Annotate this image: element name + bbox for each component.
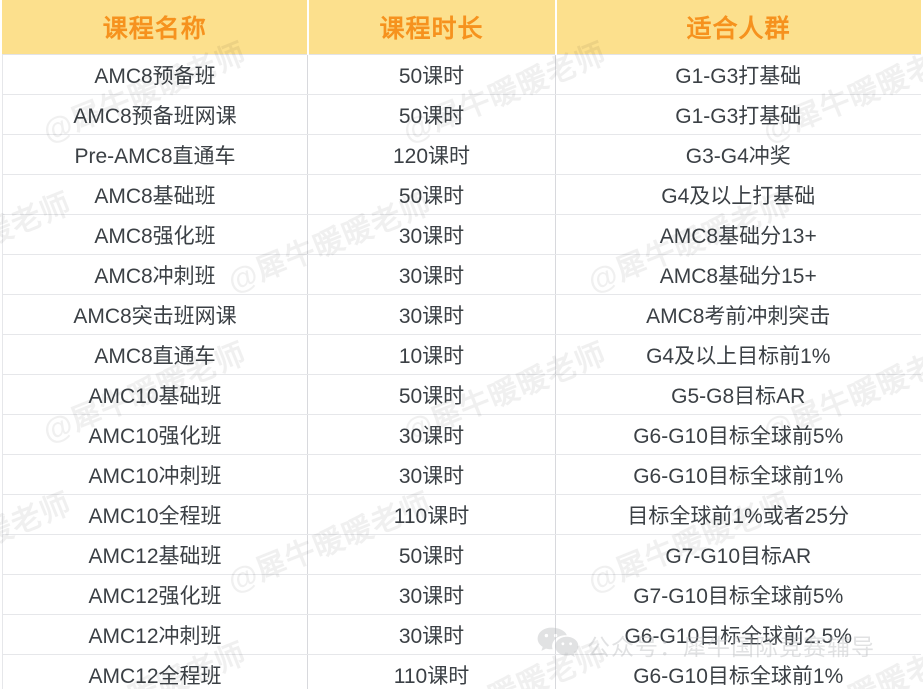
cell-hours: 30课时 (307, 294, 556, 335)
cell-name: AMC12基础班 (2, 534, 308, 575)
cell-audience: AMC8基础分15+ (555, 254, 921, 295)
cell-hours: 30课时 (307, 414, 556, 455)
cell-name: AMC10基础班 (2, 374, 308, 415)
cell-audience: G3-G4冲奖 (555, 134, 921, 175)
table-row: Pre-AMC8直通车 120课时 G3-G4冲奖 (2, 134, 921, 175)
cell-name: AMC8基础班 (2, 174, 308, 215)
cell-name: AMC10冲刺班 (2, 454, 308, 495)
cell-hours: 50课时 (307, 54, 556, 95)
table-row: AMC8预备班 50课时 G1-G3打基础 (2, 54, 921, 95)
table-row: AMC10强化班 30课时 G6-G10目标全球前5% (2, 414, 921, 455)
cell-hours: 50课时 (307, 534, 556, 575)
cell-audience: G5-G8目标AR (555, 374, 921, 415)
table-row: AMC10全程班 110课时 目标全球前1%或者25分 (2, 494, 921, 535)
table-header: 课程名称 课程时长 适合人群 (2, 0, 921, 55)
table-row: AMC8突击班网课 30课时 AMC8考前冲刺突击 (2, 294, 921, 335)
column-header-course-name: 课程名称 (2, 0, 309, 55)
table-row: AMC12强化班 30课时 G7-G10目标全球前5% (2, 574, 921, 615)
cell-name: AMC8突击班网课 (2, 294, 308, 335)
cell-name: AMC12全程班 (2, 654, 308, 689)
table-row: AMC10冲刺班 30课时 G6-G10目标全球前1% (2, 454, 921, 495)
cell-audience: AMC8考前冲刺突击 (555, 294, 921, 335)
cell-name: AMC8预备班 (2, 54, 308, 95)
cell-audience: 目标全球前1%或者25分 (555, 494, 921, 535)
table-row: AMC12基础班 50课时 G7-G10目标AR (2, 534, 921, 575)
cell-name: AMC10全程班 (2, 494, 308, 535)
table-body: AMC8预备班 50课时 G1-G3打基础 AMC8预备班网课 50课时 G1-G3打基础… (2, 54, 921, 689)
cell-name: AMC12强化班 (2, 574, 308, 615)
cell-audience: G6-G10目标全球前1% (555, 454, 921, 495)
cell-audience: G6-G10目标全球前2.5% (555, 614, 921, 655)
table-row: AMC8强化班 30课时 AMC8基础分13+ (2, 214, 921, 255)
table-row: AMC12全程班 110课时 G6-G10目标全球前1% (2, 654, 921, 689)
cell-hours: 30课时 (307, 614, 556, 655)
cell-name: AMC8冲刺班 (2, 254, 308, 295)
cell-name: AMC12冲刺班 (2, 614, 308, 655)
cell-audience: G1-G3打基础 (555, 54, 921, 95)
cell-hours: 30课时 (307, 214, 556, 255)
cell-name: AMC8直通车 (2, 334, 308, 375)
cell-audience: G7-G10目标全球前5% (555, 574, 921, 615)
table-row: AMC8基础班 50课时 G4及以上打基础 (2, 174, 921, 215)
cell-audience: G6-G10目标全球前1% (555, 654, 921, 689)
table-row: AMC10基础班 50课时 G5-G8目标AR (2, 374, 921, 415)
table-header-row: 课程名称 课程时长 适合人群 (2, 0, 921, 55)
cell-audience: G6-G10目标全球前5% (555, 414, 921, 455)
cell-name: AMC10强化班 (2, 414, 308, 455)
table-row: AMC8直通车 10课时 G4及以上目标前1% (2, 334, 921, 375)
cell-name: AMC8强化班 (2, 214, 308, 255)
cell-hours: 110课时 (307, 654, 556, 689)
cell-name: Pre-AMC8直通车 (2, 134, 308, 175)
cell-name: AMC8预备班网课 (2, 94, 308, 135)
cell-audience: G4及以上目标前1% (555, 334, 921, 375)
cell-hours: 50课时 (307, 94, 556, 135)
cell-hours: 50课时 (307, 374, 556, 415)
cell-hours: 120课时 (307, 134, 556, 175)
cell-audience: G7-G10目标AR (555, 534, 921, 575)
cell-hours: 50课时 (307, 174, 556, 215)
column-header-course-hours: 课程时长 (307, 0, 557, 55)
cell-hours: 30课时 (307, 254, 556, 295)
cell-audience: G4及以上打基础 (555, 174, 921, 215)
cell-hours: 30课时 (307, 574, 556, 615)
cell-hours: 10课时 (307, 334, 556, 375)
cell-hours: 110课时 (307, 494, 556, 535)
cell-audience: AMC8基础分13+ (555, 214, 921, 255)
table-row: AMC8预备班网课 50课时 G1-G3打基础 (2, 94, 921, 135)
cell-hours: 30课时 (307, 454, 556, 495)
column-header-target-audience: 适合人群 (555, 0, 921, 55)
table-row: AMC12冲刺班 30课时 G6-G10目标全球前2.5% (2, 614, 921, 655)
cell-audience: G1-G3打基础 (555, 94, 921, 135)
table-row: AMC8冲刺班 30课时 AMC8基础分15+ (2, 254, 921, 295)
